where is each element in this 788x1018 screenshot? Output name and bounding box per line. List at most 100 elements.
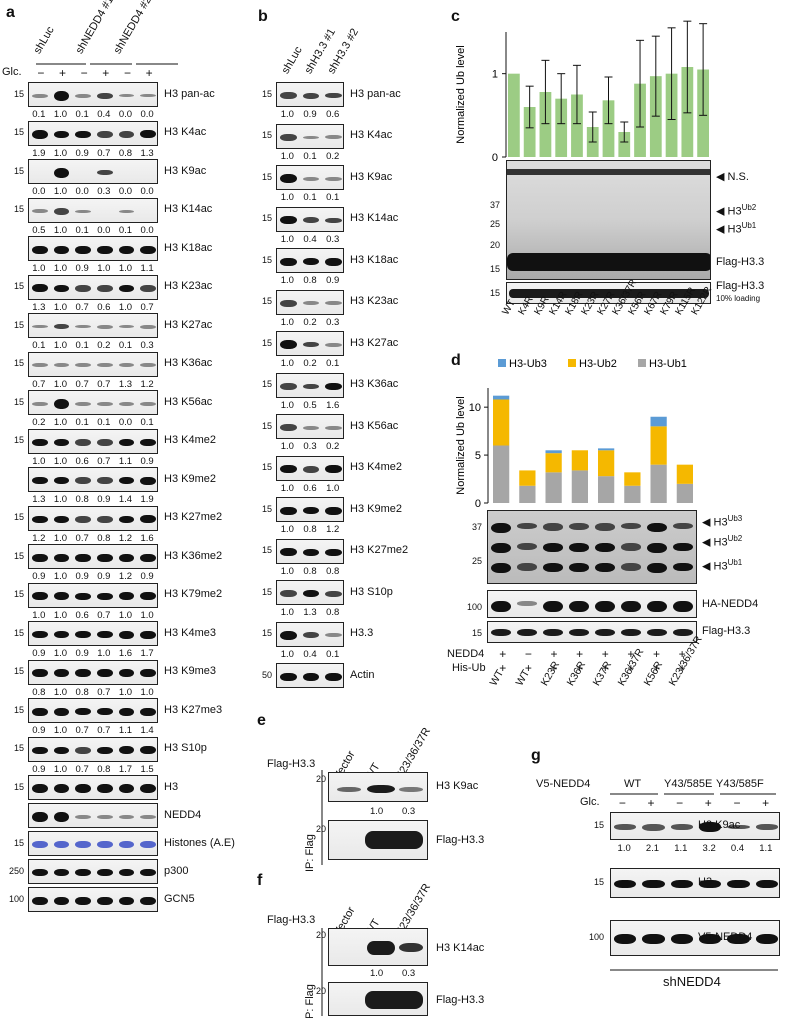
band-3 xyxy=(97,284,113,292)
quant-3: 0.8 xyxy=(97,532,111,544)
band-1 xyxy=(53,592,70,600)
label-h3-k27me2: H3 K27me2 xyxy=(350,544,409,556)
band-2 xyxy=(75,477,91,484)
band-3 xyxy=(97,841,113,848)
band-1 xyxy=(53,746,70,754)
d-bar-h3-ub3-4 xyxy=(598,448,615,451)
quant-0: 1.0 xyxy=(280,358,294,369)
quant-1: 1.0 xyxy=(53,455,68,467)
f-ip-bracket xyxy=(321,928,323,1016)
blot-h3-pan-ac xyxy=(28,82,158,107)
band-1 xyxy=(53,245,70,254)
quant-5: 0.3 xyxy=(140,340,154,351)
label-h3-k4ac: H3 K4ac xyxy=(350,129,393,141)
mw-100-d: 100 xyxy=(466,602,482,612)
band-3 xyxy=(97,869,113,876)
quant-h3-k27me2: 1.2 1.0 0.7 0.8 1.2 1.6 xyxy=(28,533,158,544)
band-3 xyxy=(97,631,113,638)
c-bar-k4r xyxy=(523,107,536,157)
mw-h3-k36ac: 15 xyxy=(13,358,24,368)
quant-4: 1.4 xyxy=(118,494,133,505)
quant-1: 0.5 xyxy=(303,399,317,411)
panel-c-bar-chart: 0 1 Normalized Ub level xyxy=(455,20,709,164)
band-0 xyxy=(32,93,48,98)
d-bar-h3-ub3-0 xyxy=(493,395,510,400)
blot-h3-k14ac xyxy=(276,206,344,232)
quant-0: 0.9 xyxy=(32,763,46,775)
ns-band xyxy=(507,169,710,175)
quant-5: 1.9 xyxy=(140,494,154,505)
blot-h3-k27me3 xyxy=(28,698,158,723)
quant-4: 0.0 xyxy=(118,186,133,197)
quant-4: 0.1 xyxy=(118,224,133,236)
mw-h3-k56ac: 15 xyxy=(13,396,24,407)
quant-1: 1.0 xyxy=(53,301,68,313)
blot-h3-k36ac xyxy=(276,372,344,398)
quant-2: 0.3 xyxy=(326,316,340,328)
label-h3-k4me2: H3 K4me2 xyxy=(164,434,216,446)
sign-6: + xyxy=(653,661,661,675)
band-2 xyxy=(75,515,91,523)
sign-1: + xyxy=(58,66,66,80)
band-5 xyxy=(140,814,156,819)
band-0 xyxy=(280,299,297,307)
quant-3: 0.7 xyxy=(97,378,111,390)
quant-5: 0.9 xyxy=(140,571,154,582)
band-4 xyxy=(118,401,135,406)
label-h3-k27me3: H3 K27me3 xyxy=(164,703,223,716)
sign-1: + xyxy=(647,796,655,810)
quant-3: 1.0 xyxy=(97,648,111,659)
band-1 xyxy=(302,632,320,638)
band-1 xyxy=(302,342,320,347)
mw-h3-k9ac: 15 xyxy=(13,165,24,176)
quant-0: 0.9 xyxy=(32,725,46,736)
label-gcn5: GCN5 xyxy=(164,892,195,905)
band-2 xyxy=(325,135,342,139)
d-ub-band-3-2 xyxy=(569,563,589,572)
panel-b-letter: b xyxy=(258,8,268,25)
g-glc-label: Glc. xyxy=(580,796,600,808)
d-ub-band-6-2 xyxy=(647,563,667,573)
band-5 xyxy=(140,476,156,485)
mw-h3-k23ac: 15 xyxy=(13,281,24,291)
sign-7: + xyxy=(678,661,686,675)
band-2 xyxy=(75,841,91,848)
e-quant-mut: 0.3 xyxy=(402,806,416,817)
label-h3-k56ac: H3 K56ac xyxy=(164,395,213,408)
quant-3: 0.7 xyxy=(97,609,111,621)
mw-h3-k14ac: 15 xyxy=(13,204,24,214)
h3-ub2-text: H3 xyxy=(727,205,742,218)
d-bar-h3-ub2-5 xyxy=(624,472,641,486)
lane-header-shluc-b: shLuc xyxy=(279,44,305,76)
flag-h33-label-d: Flag-H3.3 xyxy=(702,625,751,637)
sign-2: − xyxy=(80,66,88,80)
label-h3-k56ac: H3 K56ac xyxy=(350,419,399,432)
band-1 xyxy=(53,784,70,793)
quant-0: 1.0 xyxy=(280,648,294,660)
mw-histones-a-e: 15 xyxy=(13,837,24,848)
quant-2: 0.9 xyxy=(75,648,89,659)
panel-d-ub-blot xyxy=(487,510,697,584)
g-band-2 xyxy=(670,934,693,944)
band-1 xyxy=(302,425,320,430)
quant-1: 0.8 xyxy=(303,565,317,577)
quant-5: 0.0 xyxy=(140,109,154,120)
g-quant-1: 2.1 xyxy=(645,843,660,854)
quant-3: 0.7 xyxy=(97,686,111,698)
panel-e-letter: e xyxy=(257,712,266,729)
band-1 xyxy=(53,130,70,138)
mw-h3-k56ac: 15 xyxy=(261,420,272,431)
d-bar-h3-ub2-3 xyxy=(571,450,588,471)
band-3 xyxy=(97,708,113,715)
band-1 xyxy=(302,176,320,181)
f-mw-2: 20 xyxy=(315,986,326,996)
blot-h3-k23ac xyxy=(276,289,344,315)
d-bar-h3-ub1-4 xyxy=(598,476,615,503)
panel-d-flag-blot xyxy=(487,621,697,643)
d-ub-band-1-2 xyxy=(517,563,537,571)
band-1 xyxy=(302,217,320,223)
d-nedd4-band-0 xyxy=(491,601,511,612)
quant-4: 1.1 xyxy=(118,455,133,467)
quant-3: 0.6 xyxy=(97,301,111,313)
